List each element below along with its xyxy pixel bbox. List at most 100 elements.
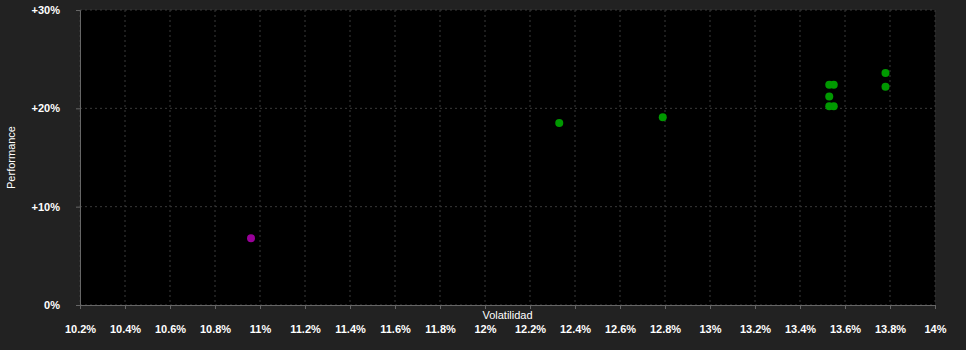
grid-line <box>485 10 486 305</box>
tick-mark <box>305 305 306 309</box>
plot: 10.2% 10.4% 10.6% 10.8% 11% 11.2% 11.4% 11.6% 11… <box>32 4 947 335</box>
grid <box>80 10 935 305</box>
tick-mark <box>665 305 666 309</box>
grid-line <box>530 10 531 305</box>
grid-line <box>215 10 216 305</box>
tick-label: +20% <box>32 102 61 114</box>
tick-mark <box>935 305 936 309</box>
tick-label: 10.2% <box>65 323 96 335</box>
tick-mark <box>76 108 80 109</box>
tick-mark <box>125 305 126 309</box>
tick: 12.8% <box>650 305 681 335</box>
tick: +20% <box>32 102 80 114</box>
tick-mark <box>575 305 576 309</box>
tick-label: 10.8% <box>200 323 231 335</box>
point <box>882 83 890 91</box>
grid-line <box>260 10 261 305</box>
tick: 10.6% <box>155 305 186 335</box>
tick: 0% <box>44 299 80 311</box>
tick: 10.8% <box>200 305 231 335</box>
tick-mark <box>620 305 621 309</box>
tick-label: +30% <box>32 4 61 16</box>
tick-label: +10% <box>32 201 61 213</box>
tick: 13% <box>699 305 721 335</box>
tick: 14% <box>924 305 946 335</box>
grid-line <box>665 10 666 305</box>
tick-mark <box>440 305 441 309</box>
tick: 11.2% <box>290 305 321 335</box>
tick-label: 13.2% <box>740 323 771 335</box>
grid-line <box>935 10 936 305</box>
tick-label: 12.8% <box>650 323 681 335</box>
tick-label: 12.2% <box>515 323 546 335</box>
tick-mark <box>215 305 216 309</box>
tick: 13.6% <box>830 305 861 335</box>
tick: 10.2% <box>65 305 96 335</box>
grid-line <box>350 10 351 305</box>
grid-line <box>575 10 576 305</box>
x-axis: 10.2% 10.4% 10.6% 10.8% 11% 11.2% 11.4% 11.6% 11… <box>65 305 947 335</box>
tick: 13.4% <box>785 305 816 335</box>
tick-mark <box>890 305 891 309</box>
point <box>555 119 563 127</box>
tick-label: 13.4% <box>785 323 816 335</box>
grid-line <box>170 10 171 305</box>
tick-label: 12.4% <box>560 323 591 335</box>
tick-label: 11.8% <box>425 323 456 335</box>
point <box>659 113 667 121</box>
tick-mark <box>76 207 80 208</box>
tick-mark <box>76 305 80 306</box>
point <box>830 102 838 110</box>
tick-label: 11.6% <box>380 323 411 335</box>
tick: 13.8% <box>875 305 906 335</box>
tick-label: 10.4% <box>110 323 141 335</box>
plot-area <box>80 10 935 305</box>
grid-line <box>125 10 126 305</box>
tick: 10.4% <box>110 305 141 335</box>
tick-mark <box>845 305 846 309</box>
tick-label: 12.6% <box>605 323 636 335</box>
y-axis: 0% +10% +20% +30% <box>32 4 81 311</box>
tick-label: 13% <box>699 323 721 335</box>
tick: 12.6% <box>605 305 636 335</box>
y-axis-title: Performance <box>5 126 17 189</box>
tick-label: 11.2% <box>290 323 321 335</box>
grid-line <box>80 108 935 109</box>
grid-line <box>80 206 935 207</box>
background <box>0 0 966 350</box>
point <box>830 81 838 89</box>
tick-mark <box>260 305 261 309</box>
axis-line <box>76 11 81 306</box>
grid-line <box>305 10 306 305</box>
grid-line <box>890 10 891 305</box>
grid-line <box>395 10 396 305</box>
point <box>247 234 255 242</box>
tick-mark <box>76 10 80 11</box>
grid-line <box>755 10 756 305</box>
tick-mark <box>395 305 396 309</box>
tick-mark <box>800 305 801 309</box>
tick: 11.6% <box>380 305 411 335</box>
tick: 13.2% <box>740 305 771 335</box>
x-axis-title: Volatilidad <box>482 309 532 321</box>
tick-label: 0% <box>44 299 60 311</box>
tick: 11.8% <box>425 305 456 335</box>
tick: +30% <box>32 4 80 16</box>
tick-mark <box>350 305 351 309</box>
chart: 10.2% 10.4% 10.6% 10.8% 11% 11.2% 11.4% 11.6% 11… <box>0 0 966 350</box>
point <box>825 93 833 101</box>
grid-line <box>80 10 935 11</box>
tick-mark <box>710 305 711 309</box>
tick: 11% <box>250 305 272 335</box>
tick: 11.4% <box>335 305 366 335</box>
grid-line <box>800 10 801 305</box>
tick-label: 13.6% <box>830 323 861 335</box>
points <box>247 69 890 242</box>
grid-line <box>440 10 441 305</box>
tick-label: 14% <box>924 323 946 335</box>
grid-line <box>845 10 846 305</box>
tick-label: 13.8% <box>875 323 906 335</box>
tick: +10% <box>32 201 80 213</box>
grid-line <box>710 10 711 305</box>
tick: 12.4% <box>560 305 591 335</box>
